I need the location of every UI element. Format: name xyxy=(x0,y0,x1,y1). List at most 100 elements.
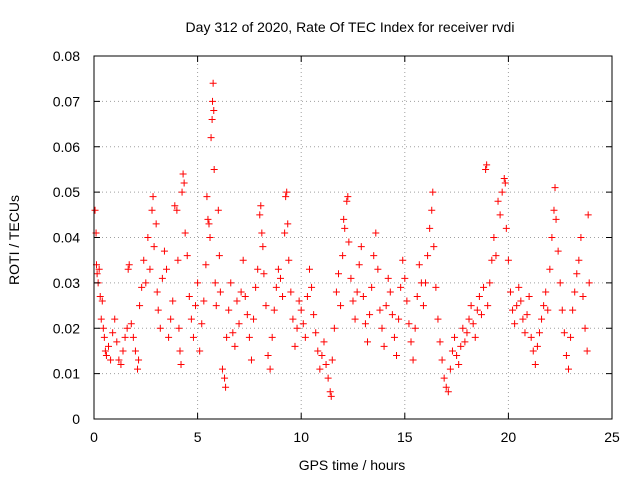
data-point xyxy=(428,206,436,214)
data-point xyxy=(322,361,330,369)
data-point xyxy=(523,311,531,319)
data-point xyxy=(490,234,498,241)
data-point xyxy=(527,333,535,341)
data-point xyxy=(105,342,113,350)
data-point xyxy=(185,292,193,300)
data-point xyxy=(101,347,109,355)
data-point xyxy=(210,165,218,173)
data-point xyxy=(422,279,430,287)
data-point xyxy=(488,256,496,264)
y-axis-ticks: 0 0.01 0.02 0.03 0.04 0.05 0.06 0.07 0.08 xyxy=(53,48,612,427)
data-point xyxy=(455,361,463,369)
data-point xyxy=(548,234,556,241)
data-point xyxy=(519,315,527,323)
data-point xyxy=(303,292,311,300)
data-point xyxy=(272,283,280,291)
data-point xyxy=(257,202,265,210)
data-point xyxy=(364,338,372,346)
data-point xyxy=(312,329,320,337)
y-tick-label: 0.05 xyxy=(53,184,80,200)
data-point xyxy=(98,297,106,305)
data-point xyxy=(160,247,168,255)
data-point xyxy=(179,170,187,178)
data-point xyxy=(465,315,473,323)
data-point xyxy=(399,256,407,264)
data-point xyxy=(229,329,237,337)
data-point xyxy=(208,116,216,124)
data-point xyxy=(97,315,105,323)
data-point xyxy=(297,306,305,314)
data-point xyxy=(134,365,142,373)
data-point xyxy=(372,229,380,237)
data-point xyxy=(374,265,382,273)
data-point xyxy=(209,97,217,105)
data-point xyxy=(204,215,212,223)
data-point xyxy=(165,333,173,341)
y-tick-label: 0.07 xyxy=(53,93,80,109)
data-point xyxy=(457,342,465,350)
data-point xyxy=(540,302,548,310)
data-point xyxy=(551,184,559,192)
data-point xyxy=(254,265,262,273)
data-point xyxy=(341,224,349,232)
data-point xyxy=(583,347,591,355)
data-point xyxy=(330,324,338,332)
data-point xyxy=(167,315,175,323)
data-point xyxy=(477,311,485,319)
data-point xyxy=(291,342,299,350)
data-point xyxy=(223,333,231,341)
data-point xyxy=(282,193,290,201)
data-point xyxy=(260,270,268,278)
data-point xyxy=(316,365,324,373)
data-point xyxy=(247,356,255,364)
data-point xyxy=(469,320,477,328)
data-point xyxy=(550,206,558,214)
data-point xyxy=(154,306,162,314)
data-point xyxy=(366,311,374,319)
data-point xyxy=(135,356,143,364)
data-point xyxy=(515,283,523,291)
data-point xyxy=(107,356,115,364)
data-point xyxy=(124,265,132,273)
data-point xyxy=(531,361,539,369)
data-point xyxy=(442,383,450,391)
data-point xyxy=(571,288,579,296)
data-point xyxy=(284,220,292,228)
data-point xyxy=(305,265,313,273)
data-point xyxy=(285,256,293,264)
data-point xyxy=(380,342,388,350)
data-point xyxy=(334,270,342,278)
data-point xyxy=(99,324,107,332)
data-point xyxy=(173,206,181,214)
data-point xyxy=(202,261,210,269)
data-point xyxy=(434,315,442,323)
data-point xyxy=(448,347,456,355)
data-point xyxy=(359,292,367,300)
data-point xyxy=(370,252,378,260)
data-point xyxy=(150,243,158,251)
data-point xyxy=(268,333,276,341)
data-point xyxy=(318,351,326,359)
data-point xyxy=(320,338,328,346)
data-point xyxy=(281,229,289,237)
data-point xyxy=(567,333,575,341)
data-point xyxy=(156,324,164,332)
data-point xyxy=(451,333,459,341)
data-point xyxy=(376,306,384,314)
data-point xyxy=(502,224,510,232)
data-point xyxy=(283,188,291,196)
data-point xyxy=(289,315,297,323)
data-point xyxy=(506,288,514,296)
y-tick-label: 0.02 xyxy=(53,320,80,336)
data-point xyxy=(233,297,241,305)
data-point xyxy=(397,283,405,291)
data-point xyxy=(326,388,334,396)
data-point xyxy=(577,234,585,241)
data-point xyxy=(426,224,434,232)
data-point xyxy=(152,220,160,228)
data-point xyxy=(349,297,357,305)
x-tick-label: 15 xyxy=(397,429,413,445)
data-point xyxy=(337,302,345,310)
data-point xyxy=(93,270,101,278)
